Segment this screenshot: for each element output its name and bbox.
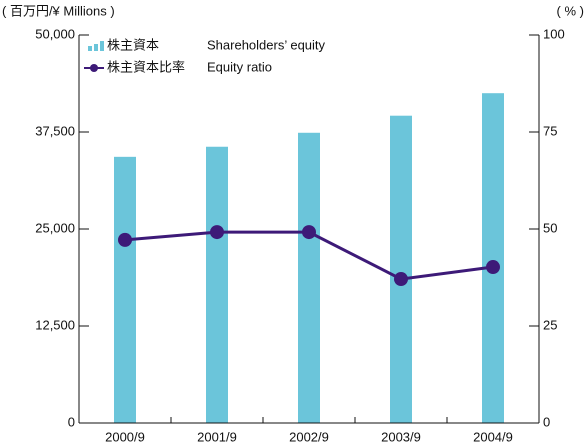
bar xyxy=(206,146,228,423)
y-tick-label: 25,000 xyxy=(35,220,75,235)
y-tick-label: 37,500 xyxy=(35,123,75,138)
y2-tick-label: 25 xyxy=(543,317,557,332)
y2-axis-label: ( % ) xyxy=(557,3,584,18)
marker xyxy=(302,225,316,240)
legend-swatch xyxy=(100,41,104,51)
legend-label-en: Equity ratio xyxy=(207,59,272,74)
bar xyxy=(114,156,136,423)
x-tick-label: 2000/9 xyxy=(105,429,145,444)
legend-swatch xyxy=(94,44,98,51)
y-axis-label: ( 百万円/¥ Millions ) xyxy=(2,3,115,18)
marker xyxy=(118,232,132,247)
legend-label-en: Shareholders’ equity xyxy=(207,37,326,52)
x-tick-label: 2004/9 xyxy=(473,429,513,444)
legend-label: 株主資本 xyxy=(107,37,159,52)
x-tick-label: 2002/9 xyxy=(289,429,329,444)
x-tick-label: 2001/9 xyxy=(197,429,237,444)
marker xyxy=(486,260,500,275)
y2-tick-label: 0 xyxy=(543,414,550,429)
y2-tick-label: 100 xyxy=(543,26,565,41)
y-tick-label: 12,500 xyxy=(35,317,75,332)
bar xyxy=(482,93,504,423)
bar xyxy=(298,132,320,423)
y2-tick-label: 75 xyxy=(543,123,557,138)
marker xyxy=(210,225,224,240)
marker xyxy=(394,272,408,287)
legend-label: 株主資本比率 xyxy=(107,59,185,74)
x-tick-label: 2003/9 xyxy=(381,429,421,444)
y-tick-label: 0 xyxy=(68,414,75,429)
legend-swatch xyxy=(90,64,98,72)
legend-swatch xyxy=(88,46,92,51)
y2-tick-label: 50 xyxy=(543,220,557,235)
bar xyxy=(390,115,412,423)
y-tick-label: 50,000 xyxy=(35,26,75,41)
